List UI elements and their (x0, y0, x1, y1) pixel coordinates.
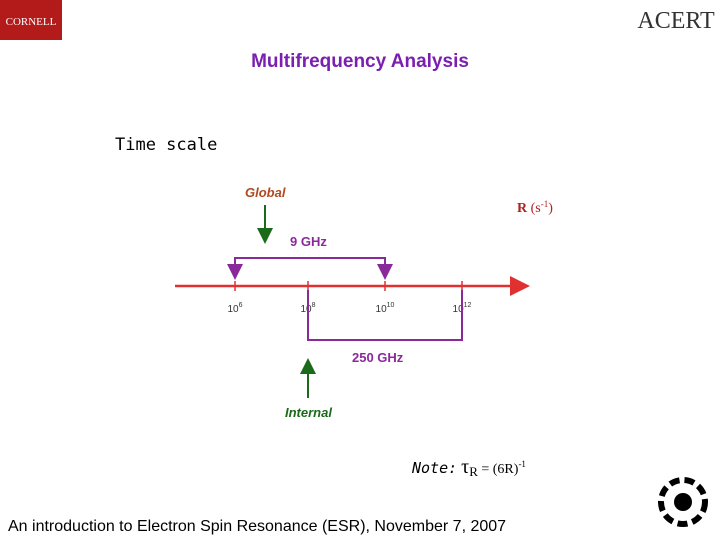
tick-label: 1012 (453, 302, 472, 315)
tick-label: 106 (227, 302, 242, 315)
global-label: Global (245, 185, 286, 200)
tick-label: 108 (300, 302, 315, 315)
axis-label: R (s-1) (517, 199, 553, 216)
internal-label: Internal (285, 405, 332, 420)
band-9ghz-bracket (234, 257, 386, 278)
footer: An introduction to Electron Spin Resonan… (8, 518, 506, 535)
cornell-logo: CORNELL (6, 16, 57, 28)
acert-logo: ACERT (637, 8, 715, 34)
note: Note: τR = (6R)-1 (411, 456, 526, 479)
cornell-logo-bg (0, 0, 62, 40)
time-scale-label: Time scale (115, 135, 217, 155)
band-250ghz: 250 GHz (352, 350, 404, 365)
band-9ghz: 9 GHz (290, 234, 327, 249)
band-250ghz-bracket (307, 290, 463, 341)
tick-label: 1010 (376, 302, 395, 315)
axis-ticks: 106 108 1010 1012 (227, 281, 472, 315)
ncaer-logo (658, 477, 708, 527)
title: Multifrequency Analysis (251, 51, 469, 72)
